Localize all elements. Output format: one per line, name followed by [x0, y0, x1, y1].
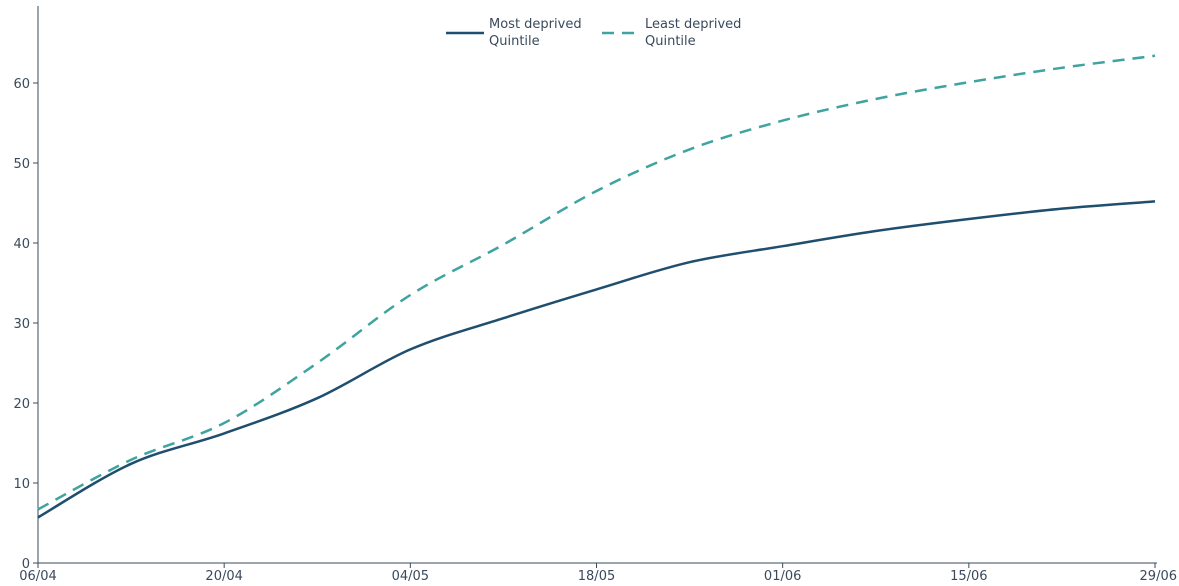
legend-label: Quintile: [489, 34, 540, 49]
x-tick-label: 20/04: [205, 569, 242, 584]
y-tick-label: 30: [13, 317, 30, 332]
y-axis: 0 10 20 30 40 50 60: [13, 6, 39, 572]
x-tick-label: 29/06: [1140, 569, 1177, 584]
y-tick-label: 60: [13, 77, 30, 92]
series-layer: [37, 54, 1156, 519]
y-tick-label: 50: [13, 157, 30, 172]
y-tick-label: 20: [13, 397, 30, 412]
legend-label: Most deprived: [489, 17, 582, 32]
y-tick-label: 40: [13, 237, 30, 252]
y-tick-label: 10: [13, 477, 30, 492]
x-axis: 06/04 20/04 04/05 18/05 01/06 15/06 29/06: [19, 562, 1177, 584]
legend-label: Least deprived: [645, 17, 741, 32]
series-line-least-deprived: [37, 54, 1156, 511]
x-tick-label: 06/04: [19, 569, 56, 584]
x-tick-label: 18/05: [578, 569, 615, 584]
legend: Most deprived Quintile Least deprived Quint…: [446, 17, 741, 49]
series-line-most-deprived: [37, 200, 1156, 519]
x-tick-label: 15/06: [950, 569, 987, 584]
x-tick-label: 01/06: [764, 569, 801, 584]
y-tick-label: 0: [22, 557, 30, 572]
legend-label: Quintile: [645, 34, 696, 49]
x-tick-label: 04/05: [392, 569, 429, 584]
